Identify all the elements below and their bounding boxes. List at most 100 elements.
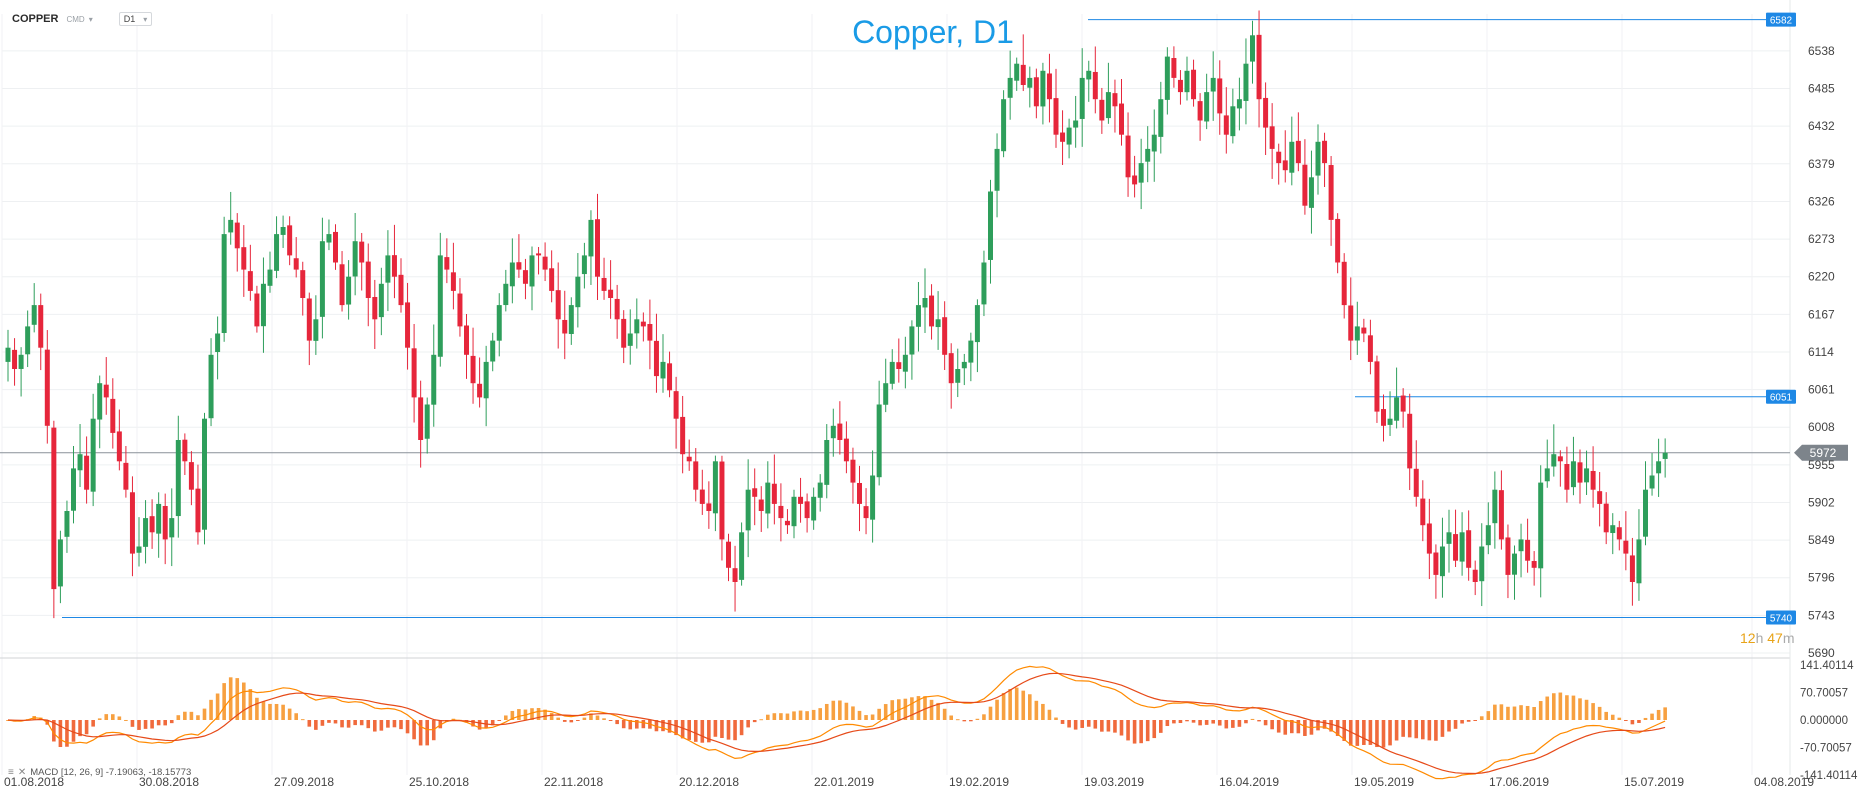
candle-up (660, 361, 666, 379)
macd-histogram-bar (1663, 707, 1667, 720)
macd-histogram-bar (1486, 711, 1491, 720)
candle-down (51, 427, 57, 590)
date-tick-label: 04.08.2019 (1754, 775, 1814, 789)
candle-down (444, 257, 450, 270)
macd-histogram-bar (340, 720, 344, 728)
candle-up (496, 305, 502, 341)
macd-histogram-bar (739, 720, 744, 736)
close-icon[interactable]: ✕ (17, 767, 27, 778)
candle-up (260, 283, 266, 327)
macd-histogram-bar (215, 693, 220, 720)
date-tick-label: 15.07.2019 (1624, 775, 1684, 789)
macd-histogram-bar (189, 711, 194, 720)
macd-histogram-bar (1335, 720, 1340, 736)
macd-histogram-bar (576, 720, 580, 721)
macd-histogram-bar (71, 720, 76, 742)
countdown-hours: 12 (1740, 630, 1756, 646)
candle-down (1171, 58, 1177, 78)
candle-up (981, 262, 987, 305)
candle-up (1518, 539, 1524, 552)
macd-histogram-bar (1591, 703, 1595, 720)
candle-up (483, 361, 489, 399)
candle-down (391, 255, 397, 277)
candle-up (1538, 482, 1544, 569)
candle-up (424, 404, 430, 439)
macd-histogram-bar (949, 715, 953, 720)
candle-up (378, 283, 384, 318)
macd-histogram-bar (654, 720, 659, 732)
macd-histogram-bar (982, 714, 986, 720)
macd-histogram-bar (84, 720, 89, 735)
countdown-h-unit: h (1755, 630, 1764, 646)
macd-histogram-bar (759, 719, 764, 721)
macd-histogram-bar (1244, 720, 1248, 724)
candle-down (123, 462, 129, 490)
candle-up (1158, 99, 1164, 137)
macd-histogram-bar (1604, 711, 1608, 720)
candle-down (1191, 69, 1197, 100)
candle-down (162, 505, 168, 540)
macd-histogram-bar (1152, 720, 1157, 739)
macd-histogram-bar (255, 697, 259, 720)
candle-down (1112, 93, 1118, 107)
candle-down (464, 325, 469, 355)
candle-up (1662, 452, 1668, 459)
candle-down (1217, 78, 1223, 114)
macd-histogram-bar (628, 720, 633, 730)
candle-up (1007, 77, 1013, 98)
candle-down (1256, 34, 1262, 100)
macd-histogram-bar (857, 710, 862, 720)
candle-up (1551, 454, 1557, 467)
candle-down (1269, 126, 1275, 149)
date-tick-label: 22.01.2019 (814, 775, 874, 789)
candle-down (1407, 413, 1413, 469)
candle-down (1223, 115, 1229, 135)
indicator-settings-icon[interactable]: ≡ (8, 767, 14, 778)
date-tick-label: 19.05.2019 (1354, 775, 1414, 789)
macd-histogram-bar (1506, 706, 1510, 720)
macd-histogram-bar (1172, 720, 1176, 724)
candle-up (902, 354, 908, 372)
candle-down (1557, 456, 1563, 462)
candle-down (38, 305, 44, 348)
symbol-label[interactable]: COPPER (12, 13, 59, 25)
level-label-box (1766, 389, 1796, 404)
candle-down (254, 293, 260, 327)
macd-histogram-bar (1126, 720, 1130, 741)
horizontal-levels: 6582 6051 5740 5972 (0, 12, 1848, 625)
macd-histogram-bar (1204, 720, 1209, 725)
macd-tick-label: -70.70057 (1800, 743, 1852, 755)
macd-histogram-bar (1296, 720, 1301, 734)
macd-histogram-bar (1479, 716, 1484, 720)
candle-up (961, 361, 967, 369)
price-tick-label: 6379 (1808, 157, 1835, 171)
macd-histogram-bar (589, 713, 593, 720)
candle-up (817, 482, 823, 498)
candle-down (149, 516, 155, 533)
candle-down (1564, 464, 1570, 490)
candle-down (372, 296, 378, 320)
candle-down (1197, 101, 1203, 121)
macd-histogram-bar (1381, 720, 1386, 748)
candle-down (784, 520, 790, 526)
macd-histogram-bar (530, 708, 534, 720)
candle-down (516, 262, 522, 270)
macd-histogram-bar (1545, 696, 1550, 720)
candle-up (509, 262, 515, 287)
timeframe-select[interactable]: D1 ▾ (118, 12, 153, 26)
candle-down (1361, 327, 1367, 334)
macd-histogram-bar (733, 720, 737, 741)
candle-up (1446, 532, 1452, 544)
candle-up (1073, 120, 1079, 128)
candle-up (5, 347, 11, 362)
chevron-down-icon[interactable]: ▾ (88, 14, 93, 24)
macd-histogram-bar (1093, 720, 1098, 729)
candle-down (1125, 135, 1131, 178)
macd-histogram-bar (726, 720, 731, 740)
macd-histogram-bar (910, 697, 914, 720)
macd-histogram-bar (1440, 720, 1445, 737)
macd-histogram-bar (78, 720, 82, 737)
candle-up (712, 461, 718, 514)
macd-indicator (6, 665, 1667, 780)
